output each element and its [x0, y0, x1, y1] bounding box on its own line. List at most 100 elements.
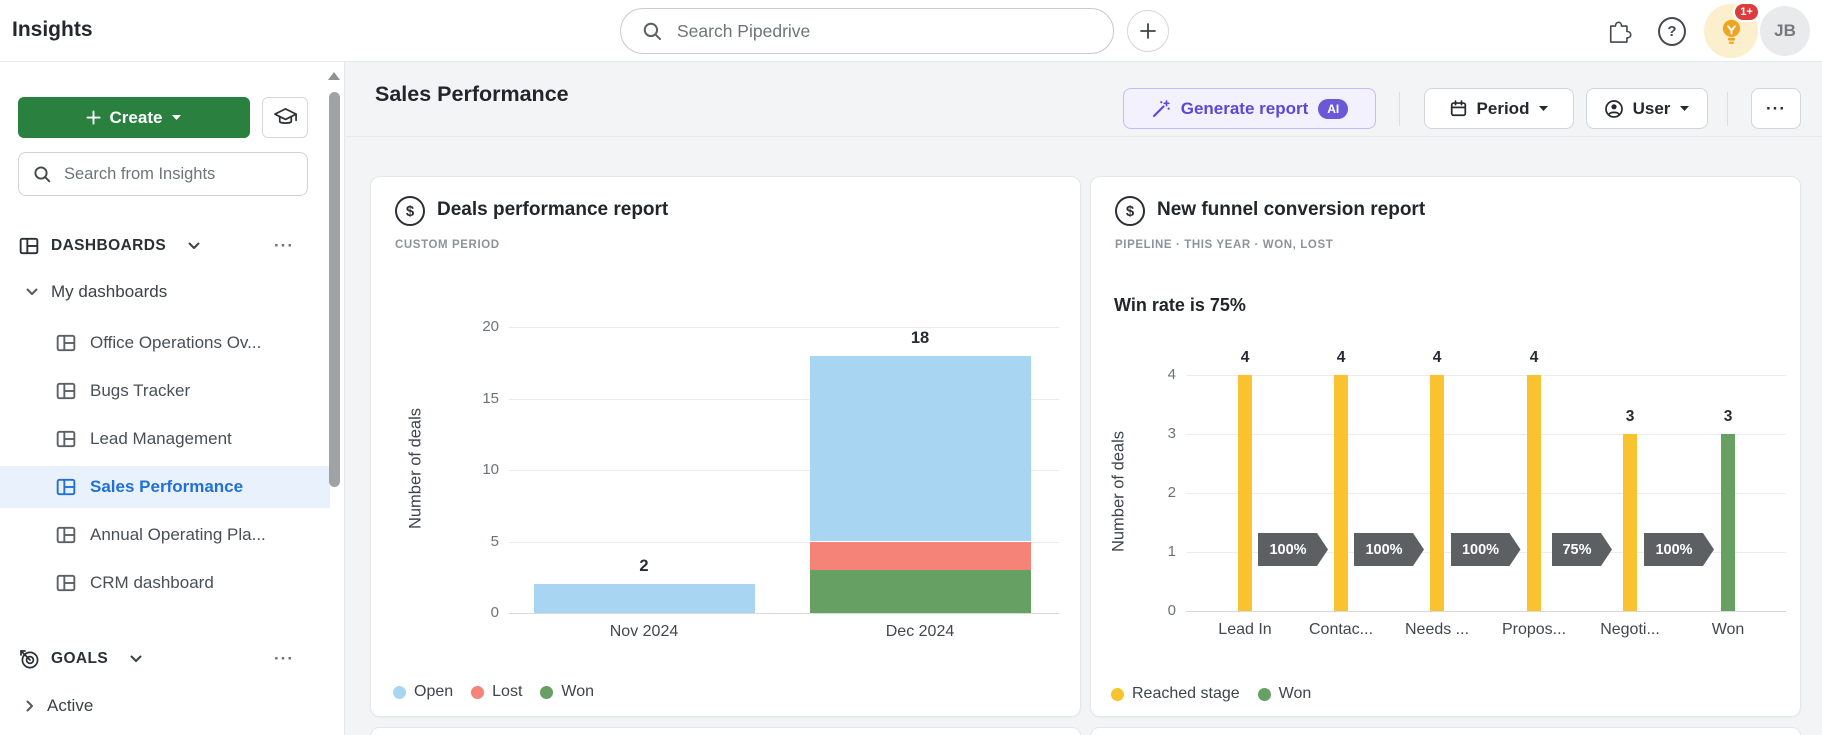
y-axis-tick: 0: [1167, 602, 1176, 619]
gridline: [509, 470, 1059, 471]
x-axis-label: Needs ...: [1404, 621, 1470, 638]
page-title: Sales Performance: [375, 82, 569, 106]
bar-value-label: 4: [1529, 349, 1539, 366]
x-axis-label: Propos...: [1501, 621, 1567, 638]
sidebar-section-goals[interactable]: GOALS ···: [0, 645, 330, 673]
plus-icon: [86, 110, 101, 125]
bar-segment-lost[interactable]: [809, 541, 1031, 571]
dashboard-icon: [56, 381, 76, 401]
dashboards-overflow-button[interactable]: ···: [274, 236, 294, 255]
dashboard-icon: [56, 573, 76, 593]
legend-dot: [1111, 687, 1124, 701]
goals-overflow-button[interactable]: ···: [274, 649, 294, 668]
create-button[interactable]: Create: [18, 97, 250, 138]
dashboard-grid-icon: [19, 236, 39, 256]
avatar[interactable]: JB: [1760, 6, 1810, 56]
legend-label: Won: [1278, 685, 1312, 702]
scrollbar-up-arrow[interactable]: [328, 72, 340, 80]
sidebar-section-dashboards[interactable]: DASHBOARDS ···: [0, 232, 330, 260]
gridline: [1186, 493, 1786, 494]
global-search[interactable]: [620, 8, 1114, 54]
sidebar-item-office-operations[interactable]: Office Operations Ov...: [0, 322, 330, 364]
global-search-input[interactable]: [675, 19, 1097, 43]
header-bottom-divider: [346, 136, 1822, 137]
ai-badge: AI: [1318, 98, 1349, 119]
funnel-stage-bar[interactable]: [1238, 375, 1252, 611]
chevron-down-icon: [188, 242, 200, 250]
bar-total-label: 18: [910, 328, 930, 347]
funnel-stage-bar[interactable]: [1527, 375, 1541, 611]
user-filter-button[interactable]: User: [1586, 88, 1708, 129]
x-axis-label: Won: [1711, 621, 1745, 638]
sidebar-item-sales-performance[interactable]: Sales Performance: [0, 466, 330, 508]
gridline: [509, 398, 1059, 400]
sidebar-item-annual-operating-plan[interactable]: Annual Operating Pla...: [0, 514, 330, 556]
notification-badge: 1+: [1733, 2, 1760, 22]
legend-item[interactable]: Reached stage: [1111, 685, 1240, 703]
insights-search-input[interactable]: [62, 163, 307, 185]
y-axis-tick: 2: [1167, 484, 1176, 501]
chart-legend: Open Lost Won: [393, 683, 594, 701]
help-button[interactable]: ?: [1658, 16, 1686, 46]
legend-item[interactable]: Open: [393, 683, 453, 701]
search-icon: [641, 20, 663, 42]
marketplace-apps-button[interactable]: [1604, 16, 1634, 46]
dashboard-icon: [56, 477, 76, 497]
funnel-stage-bar[interactable]: [1430, 375, 1444, 611]
y-axis-tick: 5: [490, 532, 499, 550]
legend-item[interactable]: Won: [540, 683, 594, 701]
plus-icon: [1139, 22, 1157, 40]
next-row-card-peek: [1090, 727, 1801, 735]
app-title: Insights: [12, 18, 93, 41]
bar-segment-open[interactable]: [809, 355, 1031, 542]
create-label: Create: [109, 107, 163, 127]
y-axis-tick: 15: [482, 389, 499, 407]
x-axis-label: Nov 2024: [609, 623, 679, 640]
chevron-down-icon: [130, 655, 142, 663]
deals-performance-chart: 0 5 10 15 20 2 Nov 2024 18 Dec 2024 Number of dea…: [371, 177, 1080, 716]
sidebar-item-label: Bugs Tracker: [90, 381, 191, 400]
bar-value-label: 3: [1625, 408, 1635, 425]
legend-item[interactable]: Lost: [471, 683, 522, 701]
bar-value-label: 3: [1723, 408, 1733, 425]
top-bar: Insights ?: [0, 0, 1822, 62]
legend-dot: [1257, 687, 1271, 701]
y-axis-tick: 0: [490, 604, 499, 621]
dashboard-icon: [56, 333, 76, 353]
sidebar-group-active-goals[interactable]: Active: [0, 692, 330, 720]
bar-segment-open[interactable]: [533, 584, 755, 613]
sidebar-group-my-dashboards[interactable]: My dashboards: [0, 278, 330, 306]
y-axis-tick: 1: [1167, 543, 1176, 560]
sidebar-item-lead-management[interactable]: Lead Management: [0, 418, 330, 460]
legend-label: Won: [561, 683, 594, 700]
funnel-stage-bar[interactable]: [1623, 434, 1637, 611]
sidebar-item-bugs-tracker[interactable]: Bugs Tracker: [0, 370, 330, 412]
generate-report-button[interactable]: Generate report AI: [1123, 88, 1376, 129]
insights-search[interactable]: [18, 152, 308, 196]
quick-add-button[interactable]: [1127, 10, 1169, 52]
conversion-chip: 100%: [1644, 533, 1714, 566]
legend-item[interactable]: Won: [1257, 685, 1312, 703]
dashboards-section-label: DASHBOARDS: [51, 237, 167, 254]
target-icon: [19, 649, 39, 669]
whats-new-button[interactable]: [1704, 4, 1758, 58]
y-axis-tick: 4: [1167, 366, 1176, 383]
funnel-stage-bar[interactable]: [1721, 434, 1735, 611]
period-filter-button[interactable]: Period: [1424, 88, 1574, 129]
period-label: Period: [1476, 98, 1530, 118]
dollar-icon: $: [1115, 196, 1145, 226]
gridline: [509, 613, 1059, 614]
gridline: [1186, 611, 1786, 612]
learn-button[interactable]: [262, 97, 308, 138]
bar-value-label: 4: [1240, 349, 1250, 366]
sidebar-item-crm-dashboard[interactable]: CRM dashboard: [0, 562, 330, 604]
scrollbar-thumb[interactable]: [329, 92, 340, 487]
insights-sidebar: Create DASHBOARDS ···: [0, 62, 345, 735]
next-row-card-peek: [370, 727, 1081, 735]
funnel-stage-bar[interactable]: [1334, 375, 1348, 611]
bar-segment-won[interactable]: [809, 570, 1031, 613]
y-axis-title: Number of deals: [406, 407, 425, 530]
lightbulb-icon: [1719, 17, 1744, 46]
dashboard-more-button[interactable]: ···: [1751, 88, 1801, 129]
